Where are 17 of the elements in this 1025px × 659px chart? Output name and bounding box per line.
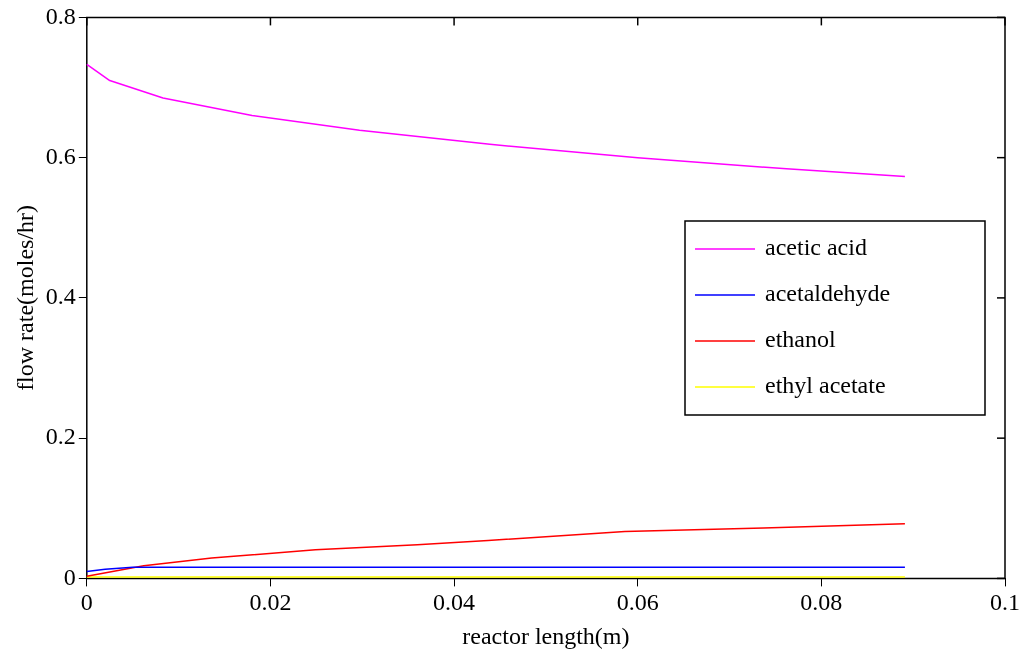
x-tick-label: 0.08 <box>800 589 843 616</box>
legend-label: ethanol <box>765 326 836 353</box>
y-tick-label: 0 <box>63 563 76 590</box>
x-tick-label: 0.02 <box>249 589 292 616</box>
legend-label: ethyl acetate <box>765 372 886 399</box>
legend-label: acetic acid <box>765 234 867 261</box>
y-tick-label: 0.4 <box>45 283 76 310</box>
x-tick-label: 0.1 <box>990 589 1020 616</box>
x-axis-title: reactor length(m) <box>462 622 630 649</box>
x-tick-label: 0.06 <box>616 589 659 616</box>
x-tick-label: 0.04 <box>433 589 476 616</box>
legend-label: acetaldehyde <box>765 280 891 307</box>
y-tick-label: 0.6 <box>45 142 76 169</box>
x-tick-label: 0 <box>80 589 93 616</box>
y-tick-label: 0.2 <box>45 423 76 450</box>
y-axis-title: flow rate(moles/hr) <box>11 204 38 391</box>
y-tick-label: 0.8 <box>45 2 76 29</box>
